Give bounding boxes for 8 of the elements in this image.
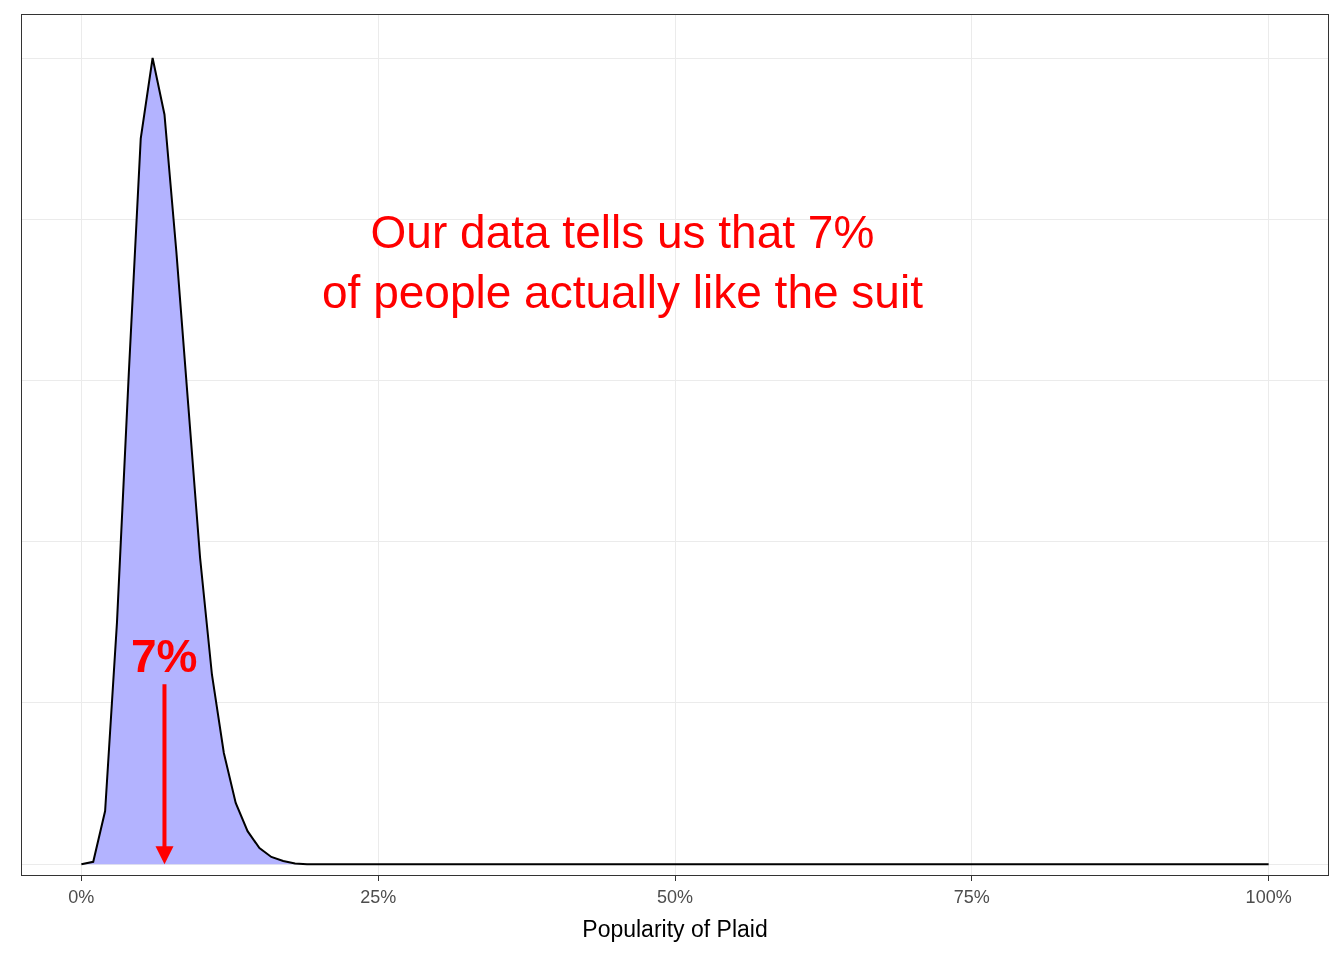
x-tick-label: 75%: [953, 886, 990, 907]
annotation: Our data tells us that 7% of people actually like the suit: [322, 206, 924, 318]
x-tick-label: 25%: [360, 886, 397, 907]
annotation: 7%: [131, 630, 198, 682]
x-tick-label: 0%: [68, 886, 95, 907]
x-tick-label: 50%: [656, 886, 694, 907]
x-axis-title: Popularity of Plaid: [582, 916, 768, 943]
x-tick-label: 100%: [1245, 886, 1292, 907]
